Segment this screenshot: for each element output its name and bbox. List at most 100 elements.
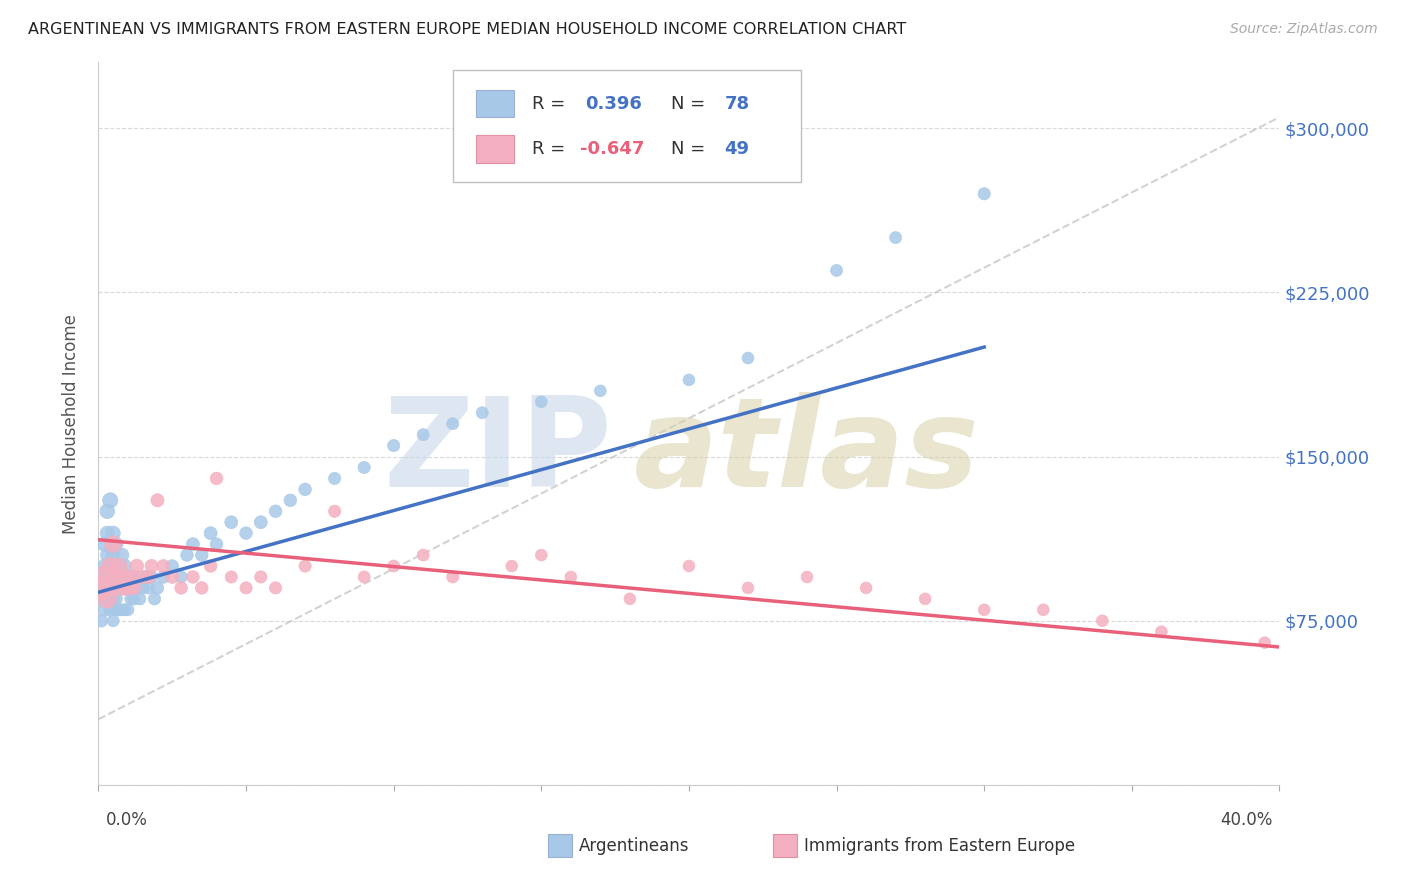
Point: [221, 570, 243, 584]
Point: [1091, 614, 1114, 628]
Point: [170, 581, 193, 595]
Text: ARGENTINEAN VS IMMIGRANTS FROM EASTERN EUROPE MEDIAN HOUSEHOLD INCOME CORRELATIO: ARGENTINEAN VS IMMIGRANTS FROM EASTERN E…: [28, 22, 907, 37]
Point: [132, 570, 155, 584]
Point: [205, 537, 228, 551]
Point: [737, 351, 759, 365]
Point: [105, 603, 128, 617]
Point: [141, 559, 163, 574]
Point: [737, 581, 759, 595]
Point: [117, 581, 139, 595]
Point: [162, 570, 183, 584]
Point: [973, 186, 995, 201]
Point: [181, 570, 204, 584]
Point: [90, 570, 112, 584]
Point: [264, 504, 287, 518]
Point: [884, 230, 907, 244]
Point: [280, 493, 302, 508]
Point: [114, 570, 136, 584]
Point: [96, 548, 118, 562]
Text: Immigrants from Eastern Europe: Immigrants from Eastern Europe: [804, 837, 1076, 855]
Point: [122, 581, 145, 595]
Point: [103, 526, 125, 541]
Point: [125, 559, 148, 574]
Point: [98, 603, 121, 617]
Point: [114, 603, 136, 617]
Point: [235, 581, 257, 595]
Text: 0.396: 0.396: [585, 95, 643, 112]
Point: [294, 483, 316, 497]
Text: -0.647: -0.647: [581, 140, 645, 158]
Point: [143, 591, 166, 606]
Point: [250, 515, 273, 529]
Point: [619, 591, 641, 606]
Bar: [477, 136, 515, 163]
Text: 40.0%: 40.0%: [1220, 811, 1272, 829]
Point: [589, 384, 612, 398]
Point: [973, 603, 995, 617]
Point: [1150, 624, 1173, 639]
Point: [1254, 635, 1277, 649]
Text: 0.0%: 0.0%: [105, 811, 148, 829]
Point: [93, 570, 115, 584]
Y-axis label: Median Household Income: Median Household Income: [62, 314, 80, 533]
Point: [120, 570, 142, 584]
Text: 78: 78: [724, 95, 749, 112]
Point: [181, 537, 204, 551]
Point: [141, 570, 163, 584]
Text: N =: N =: [671, 140, 711, 158]
Point: [152, 559, 174, 574]
Point: [96, 504, 118, 518]
Point: [105, 570, 128, 584]
Point: [96, 526, 118, 541]
Point: [138, 570, 160, 584]
FancyBboxPatch shape: [453, 70, 801, 182]
Point: [250, 570, 273, 584]
Point: [111, 603, 134, 617]
Point: [264, 581, 287, 595]
Point: [117, 603, 139, 617]
Point: [90, 614, 112, 628]
Point: [176, 548, 198, 562]
Point: [678, 559, 700, 574]
Point: [125, 581, 148, 595]
Point: [93, 559, 115, 574]
Point: [914, 591, 936, 606]
Point: [103, 614, 125, 628]
Point: [98, 493, 121, 508]
Point: [441, 417, 464, 431]
Point: [96, 570, 118, 584]
Point: [135, 570, 157, 584]
Point: [98, 559, 121, 574]
Point: [382, 439, 405, 453]
Point: [221, 515, 243, 529]
Point: [93, 603, 115, 617]
Point: [191, 548, 214, 562]
Point: [120, 570, 142, 584]
Point: [191, 581, 214, 595]
Point: [103, 548, 125, 562]
Text: Source: ZipAtlas.com: Source: ZipAtlas.com: [1230, 22, 1378, 37]
Point: [120, 591, 142, 606]
Point: [108, 603, 131, 617]
Text: N =: N =: [671, 95, 711, 112]
Point: [138, 581, 160, 595]
Point: [98, 559, 121, 574]
Point: [108, 559, 131, 574]
Point: [108, 559, 131, 574]
Point: [146, 493, 169, 508]
Point: [103, 537, 125, 551]
Point: [105, 591, 128, 606]
Text: atlas: atlas: [634, 392, 980, 513]
Text: Argentineans: Argentineans: [579, 837, 690, 855]
Point: [170, 570, 193, 584]
Point: [122, 570, 145, 584]
Point: [93, 581, 115, 595]
Point: [471, 406, 494, 420]
Point: [105, 537, 128, 551]
Point: [146, 581, 169, 595]
Point: [105, 581, 128, 595]
Point: [117, 570, 139, 584]
Point: [103, 591, 125, 606]
Point: [323, 471, 346, 485]
Point: [103, 581, 125, 595]
